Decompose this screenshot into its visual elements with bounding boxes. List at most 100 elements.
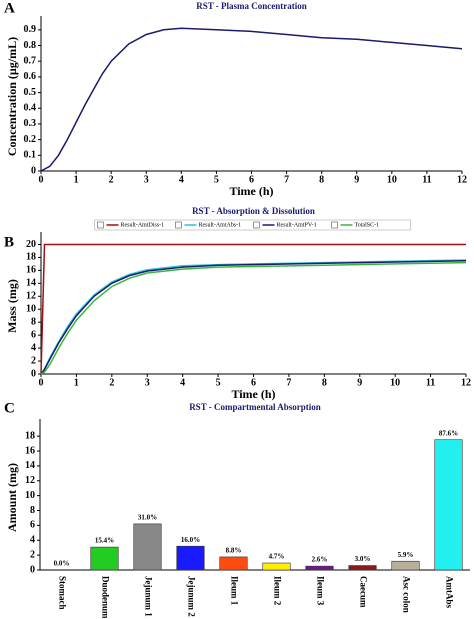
y-tick-label: 10 bbox=[25, 490, 35, 501]
x-tick-label: Stomach bbox=[57, 576, 67, 610]
y-tick-label: 18 bbox=[25, 430, 35, 441]
y-tick-label: 0.8 bbox=[24, 40, 37, 51]
value-label: 2.6% bbox=[312, 556, 328, 564]
y-tick-label: 0.4 bbox=[24, 103, 37, 114]
y-tick-label: 0.2 bbox=[24, 134, 37, 145]
x-tick-label: 4 bbox=[179, 174, 184, 185]
x-tick-label: 7 bbox=[286, 377, 291, 388]
data-line bbox=[40, 27, 463, 172]
value-label: 5.9% bbox=[398, 551, 414, 559]
y-tick-label: 0.6 bbox=[24, 71, 37, 82]
x-tick-label: Jejunum 1 bbox=[143, 576, 153, 617]
x-tick-label: 5 bbox=[216, 377, 221, 388]
y-axis-label: Concentration (µg/mL) bbox=[5, 37, 19, 156]
data-line bbox=[40, 259, 467, 375]
x-tick-label: 1 bbox=[74, 174, 79, 185]
x-tick-label: Caecum bbox=[358, 576, 368, 608]
y-tick-label: 10 bbox=[26, 304, 36, 315]
y-tick-label: 8 bbox=[31, 316, 36, 327]
data-line bbox=[40, 259, 467, 375]
y-tick-label: 2 bbox=[30, 549, 35, 560]
x-tick-label: AmtAbs bbox=[444, 576, 454, 608]
y-tick-label: 6 bbox=[31, 329, 36, 340]
y-tick-label: 0 bbox=[31, 165, 36, 176]
bar bbox=[219, 556, 248, 571]
value-label: 16.0% bbox=[181, 536, 200, 544]
x-tick-label: 9 bbox=[354, 174, 359, 185]
y-tick-label: 14 bbox=[26, 278, 36, 289]
y-tick-label: 0 bbox=[30, 564, 35, 575]
x-tick-label: 11 bbox=[422, 174, 431, 185]
y-tick-label: 14 bbox=[25, 460, 35, 471]
value-label: 31.0% bbox=[138, 514, 157, 522]
legend: Result-AmtDiss-1 Result-AmtAbs-1 Result-Am… bbox=[94, 219, 411, 231]
x-tick-label: 2 bbox=[109, 174, 114, 185]
x-tick-label: 5 bbox=[214, 174, 219, 185]
chart-title: RST - Compartmental Absorption bbox=[189, 402, 321, 412]
legend-checkbox bbox=[331, 221, 338, 229]
bar bbox=[133, 523, 162, 571]
bar bbox=[305, 565, 334, 571]
data-line bbox=[40, 243, 466, 375]
x-tick-label: 10 bbox=[390, 377, 400, 388]
bar bbox=[391, 560, 420, 571]
x-tick-label: 7 bbox=[284, 174, 289, 185]
y-tick-label: 12 bbox=[26, 291, 36, 302]
x-tick-label: Duodenum bbox=[100, 576, 110, 619]
y-tick-label: 0.7 bbox=[24, 56, 37, 67]
panel-label: B bbox=[4, 234, 14, 250]
bar bbox=[176, 545, 205, 571]
bar bbox=[348, 565, 377, 571]
x-tick-label: 6 bbox=[249, 174, 254, 185]
legend-label: Result-AmtPV-1 bbox=[277, 222, 317, 228]
x-tick-label: 1 bbox=[74, 377, 79, 388]
x-tick-label: 0 bbox=[39, 174, 44, 185]
x-tick-label: Ileum 1 bbox=[229, 576, 239, 606]
y-tick-label: 0.3 bbox=[24, 118, 37, 129]
x-tick-label: 8 bbox=[322, 377, 327, 388]
value-label: 0.0% bbox=[54, 560, 70, 568]
x-axis-label: Time (h) bbox=[229, 184, 273, 198]
y-tick-label: 0.9 bbox=[24, 24, 37, 35]
x-axis-label: Time (h) bbox=[231, 387, 275, 401]
panel-label: C bbox=[4, 400, 15, 416]
value-label: 15.4% bbox=[95, 537, 114, 545]
x-tick-label: 6 bbox=[251, 377, 256, 388]
chart-title: RST - Plasma Concentration bbox=[196, 1, 307, 11]
x-tick-label: Asc colon bbox=[401, 576, 411, 613]
x-tick-label: Ileum 2 bbox=[272, 576, 282, 606]
legend-checkbox bbox=[175, 221, 182, 229]
x-tick-label: 9 bbox=[357, 377, 362, 388]
y-axis-label: Mass (mg) bbox=[5, 279, 19, 333]
bar bbox=[90, 546, 119, 571]
x-tick-label: 3 bbox=[144, 174, 149, 185]
y-tick-label: 20 bbox=[26, 239, 36, 250]
x-tick-label: 0 bbox=[39, 377, 44, 388]
value-label: 87.6% bbox=[439, 429, 458, 437]
y-tick-label: 0.1 bbox=[24, 150, 37, 161]
legend-label: Result-AmtDiss-1 bbox=[121, 222, 165, 228]
legend-label: Result-AmtAbs-1 bbox=[199, 222, 242, 228]
x-tick-label: Ileum 3 bbox=[315, 576, 325, 606]
x-tick-label: 3 bbox=[145, 377, 150, 388]
y-tick-label: 0 bbox=[31, 368, 36, 379]
x-tick-label: 8 bbox=[319, 174, 324, 185]
x-tick-label: 12 bbox=[457, 174, 467, 185]
y-tick-label: 2 bbox=[31, 355, 36, 366]
y-tick-label: 16 bbox=[25, 445, 35, 456]
legend-box bbox=[94, 219, 411, 231]
value-label: 8.8% bbox=[226, 547, 242, 555]
x-tick-label: 2 bbox=[109, 377, 114, 388]
data-line bbox=[40, 261, 467, 375]
chart-title: RST - Absorption & Dissolution bbox=[192, 206, 315, 216]
legend-checkbox bbox=[253, 221, 260, 229]
y-tick-label: 4 bbox=[31, 342, 36, 353]
value-label: 3.0% bbox=[355, 555, 371, 563]
y-tick-label: 18 bbox=[26, 252, 36, 263]
legend-label: TotalSC-1 bbox=[355, 222, 380, 228]
y-axis-label: Amount (mg) bbox=[5, 463, 19, 532]
bar bbox=[262, 562, 291, 571]
x-tick-label: Jejunum 2 bbox=[186, 576, 196, 617]
bar bbox=[434, 439, 463, 571]
